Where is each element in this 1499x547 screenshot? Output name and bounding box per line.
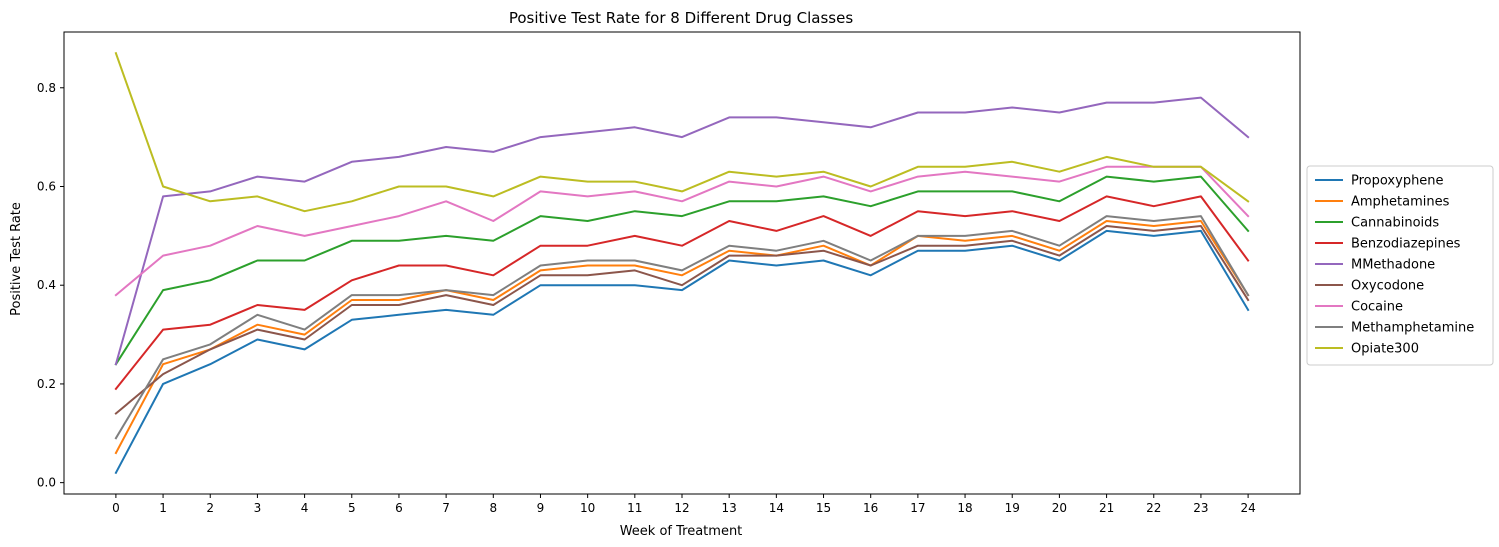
legend-label: MMethadone (1351, 258, 1435, 273)
series-line-mmethadone (114, 96, 1250, 366)
legend-label: Propoxyphene (1351, 174, 1444, 189)
legend-label: Opiate300 (1351, 342, 1419, 357)
legend-label: Oxycodone (1351, 279, 1424, 294)
plot-area-frame (63, 31, 1301, 495)
x-axis-label: Week of Treatment (620, 524, 743, 539)
x-tick-label: 15 (816, 501, 831, 515)
y-tick-label: 0.6 (37, 179, 56, 193)
x-tick-label: 5 (348, 501, 356, 515)
x-tick-label: 12 (674, 501, 689, 515)
x-tick-label: 2 (206, 501, 214, 515)
x-tick-label: 24 (1240, 501, 1255, 515)
legend-label: Cocaine (1351, 300, 1403, 315)
series-line-propoxyphene (114, 229, 1250, 475)
x-tick-label: 9 (537, 501, 545, 515)
x-tick-label: 18 (957, 501, 972, 515)
series-line-cannabinoids (114, 175, 1250, 366)
x-tick-label: 14 (769, 501, 784, 515)
x-tick-label: 3 (254, 501, 262, 515)
series-line-benzodiazepines (114, 195, 1250, 391)
x-tick-label: 7 (442, 501, 450, 515)
y-tick-label: 0.0 (37, 476, 56, 490)
x-tick-label: 1 (159, 501, 167, 515)
series-line-opiate300 (114, 51, 1250, 213)
legend-label: Cannabinoids (1351, 216, 1439, 231)
series-line-oxycodone (114, 225, 1250, 415)
x-tick-label: 11 (627, 501, 642, 515)
x-tick-label: 22 (1146, 501, 1161, 515)
series-line-cocaine (114, 165, 1250, 297)
x-tick-label: 17 (910, 501, 925, 515)
chart-title: Positive Test Rate for 8 Different Drug … (509, 9, 853, 27)
x-tick-label: 10 (580, 501, 595, 515)
x-tick-label: 6 (395, 501, 403, 515)
x-tick-label: 8 (489, 501, 497, 515)
series-line-amphetamines (114, 220, 1250, 455)
y-tick-label: 0.2 (37, 377, 56, 391)
y-axis-label: Positive Test Rate (9, 202, 24, 316)
x-tick-label: 21 (1099, 501, 1114, 515)
legend-label: Methamphetamine (1351, 321, 1474, 336)
legend-box (1306, 165, 1494, 366)
x-tick-label: 23 (1193, 501, 1208, 515)
y-tick-label: 0.4 (37, 278, 56, 292)
series-line-methamphetamine (114, 215, 1250, 440)
x-tick-label: 4 (301, 501, 309, 515)
x-tick-label: 19 (1005, 501, 1020, 515)
y-tick-label: 0.8 (37, 81, 56, 95)
legend-label: Benzodiazepines (1351, 237, 1461, 252)
x-tick-label: 20 (1052, 501, 1067, 515)
legend-label: Amphetamines (1351, 195, 1450, 210)
x-tick-label: 0 (112, 501, 120, 515)
x-tick-label: 16 (863, 501, 878, 515)
x-tick-label: 13 (722, 501, 737, 515)
